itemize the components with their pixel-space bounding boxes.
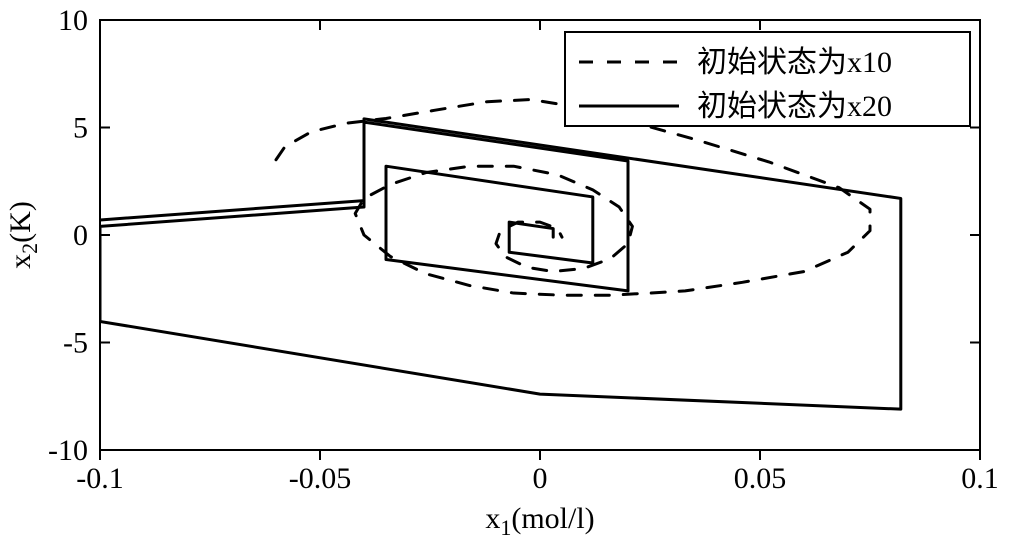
x-tick-label: -0.05 [289,462,352,495]
y-tick-label: -5 [63,327,88,360]
chart-svg: -0.1-0.0500.050.1-10-50510x1(mol/l)x2(K)… [0,0,1010,538]
y-tick-label: 5 [73,112,88,145]
x-tick-label: 0.05 [734,462,787,495]
legend-label-x20: 初始状态为x20 [697,90,892,123]
phase-portrait-chart: -0.1-0.0500.050.1-10-50510x1(mol/l)x2(K)… [0,0,1010,538]
x-tick-label: 0.1 [961,462,999,495]
legend-label-x10: 初始状态为x10 [697,46,892,79]
series-x20 [100,119,901,409]
plot-area [100,100,901,410]
y-tick-label: 0 [73,219,88,252]
y-tick-label: -10 [48,434,88,467]
y-tick-label: 10 [58,4,88,37]
x-tick-label: 0 [533,462,548,495]
x-axis-label: x1(mol/l) [485,502,594,538]
y-axis-label: x2(K) [4,201,42,269]
